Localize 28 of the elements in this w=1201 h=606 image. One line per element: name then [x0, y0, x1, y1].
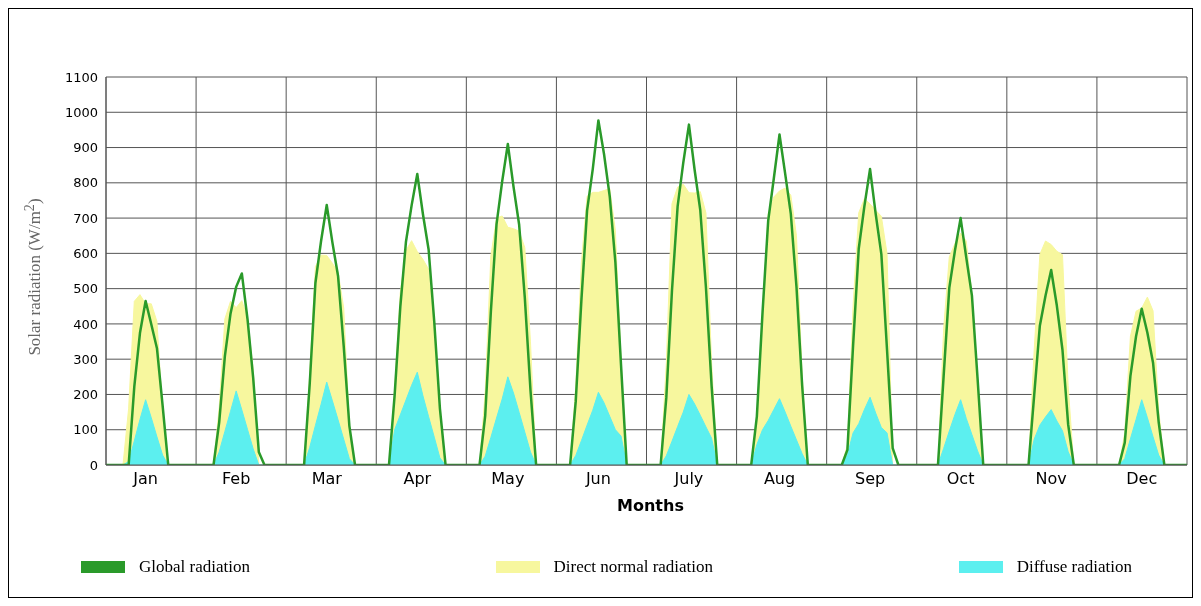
y-tick-label: 1000 — [64, 104, 98, 120]
legend-label: Global radiation — [139, 557, 250, 577]
x-tick-label: Sep — [854, 469, 886, 489]
x-tick-label: Jun — [584, 469, 611, 489]
y-tick-label: 700 — [73, 210, 98, 226]
x-tick-label: Dec — [1126, 469, 1158, 489]
y-tick-label: 900 — [73, 140, 98, 156]
x-tick-label: Nov — [1035, 469, 1067, 489]
y-tick-label: 600 — [73, 245, 98, 261]
x-tick-label: Mar — [311, 469, 343, 489]
x-tick-label: Jan — [132, 469, 158, 489]
x-tick-label: May — [491, 469, 525, 489]
y-tick-label: 500 — [73, 281, 98, 297]
y-tick-label: 800 — [73, 175, 98, 191]
x-axis-title: Months — [616, 496, 685, 515]
y-tick-label: 400 — [73, 316, 98, 332]
legend-label: Diffuse radiation — [1016, 557, 1132, 577]
x-tick-label: Oct — [946, 469, 975, 489]
x-tick-label: Aug — [763, 469, 796, 489]
y-tick-label: 200 — [73, 387, 98, 403]
y-tick-label: 100 — [73, 422, 98, 438]
y-tick-label: 0 — [89, 457, 98, 473]
x-tick-label: Apr — [403, 469, 432, 489]
y-tick-label: 300 — [73, 351, 98, 367]
y-tick-label: 1100 — [64, 69, 98, 85]
x-tick-label: July — [673, 469, 704, 489]
x-tick-label: Feb — [222, 469, 251, 489]
legend-label: Direct normal radiation — [553, 557, 714, 577]
